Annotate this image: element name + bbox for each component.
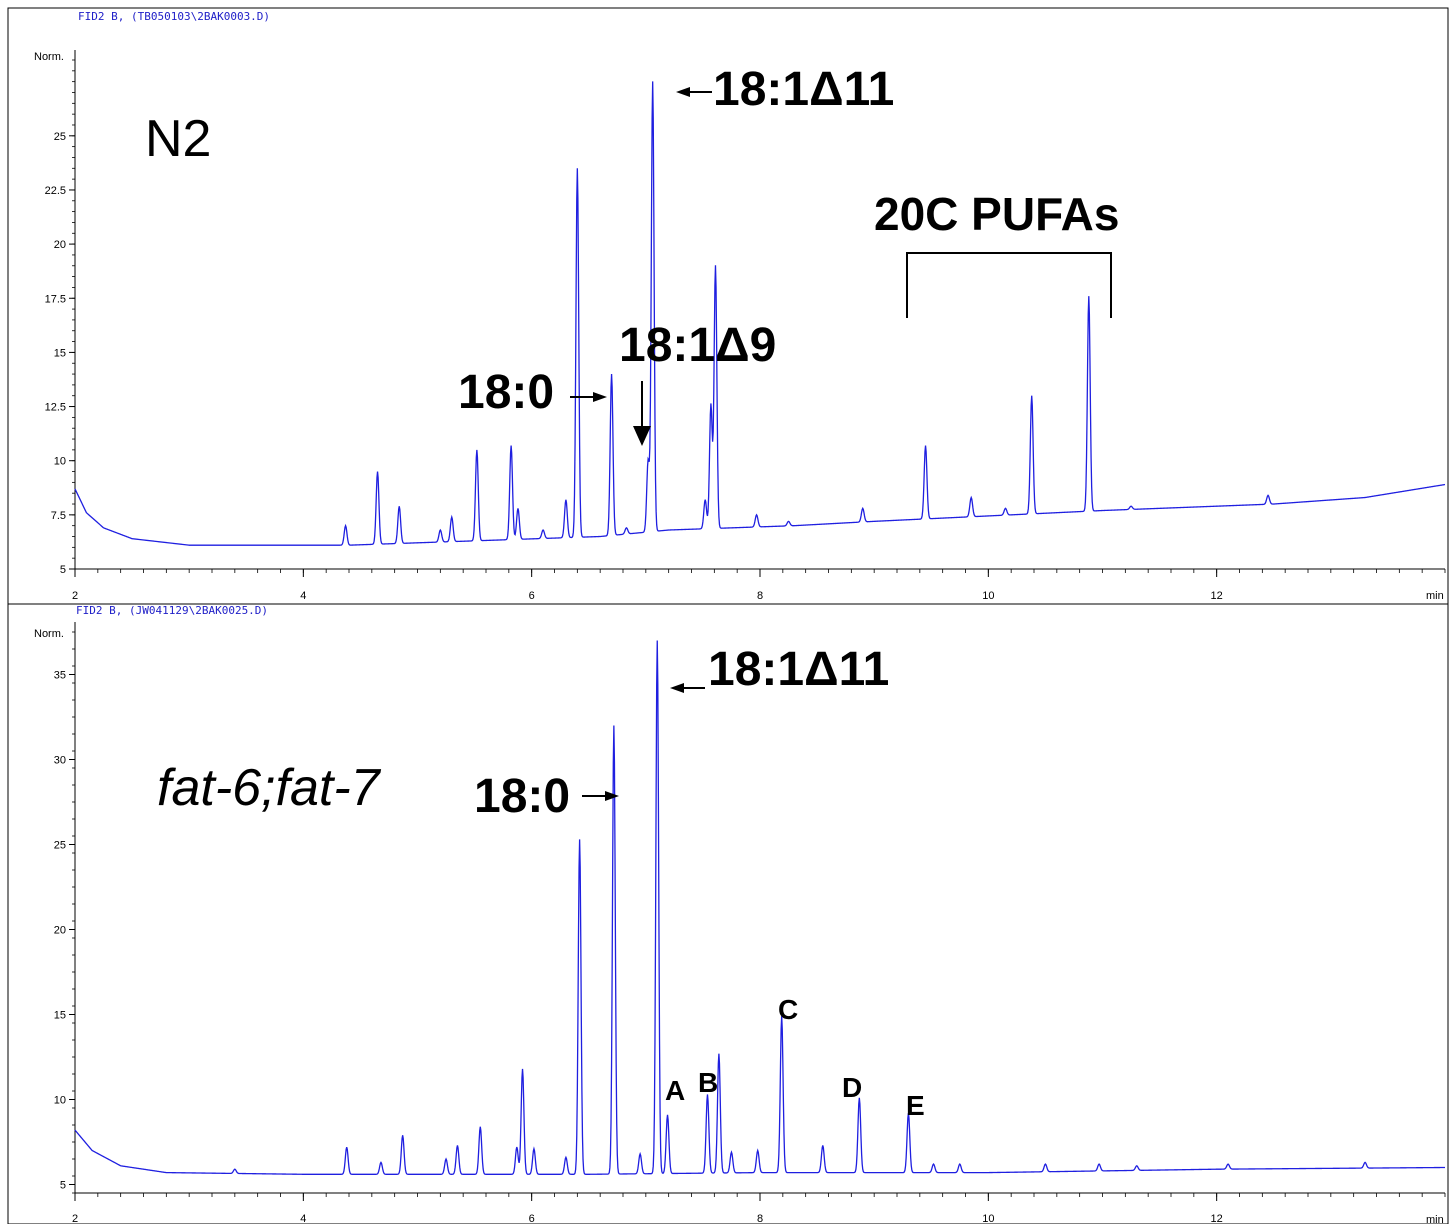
peak-label-a: A [665, 1075, 685, 1106]
x-tick-label: 10 [982, 1213, 994, 1224]
y-axis-label: Norm. [34, 628, 64, 640]
peak-label-18-0: 18:0 [458, 366, 554, 419]
chromatogram-trace [74, 640, 1445, 1175]
x-tick-label: 12 [1211, 1213, 1223, 1224]
axes: 5 10 15 20 25 30 35 2 4 6 8 10 12 [54, 622, 1446, 1224]
x-axis-unit: min [1426, 590, 1444, 602]
y-tick-label: 10 [54, 1095, 66, 1107]
y-tick-label: 10 [54, 456, 66, 468]
y-tick-label: 25 [54, 840, 66, 852]
y-tick-label: 5 [60, 1180, 66, 1192]
arrow-head [670, 683, 684, 693]
x-tick-label: 2 [72, 1213, 78, 1224]
arrow-head [676, 87, 690, 97]
arrow-head [605, 791, 619, 801]
y-tick-label: 12.5 [45, 402, 66, 414]
peak-label-e: E [906, 1090, 925, 1121]
x-tick-label: 4 [300, 590, 306, 602]
peak-label-c: C [778, 994, 798, 1025]
peak-label-18-1-delta9: 18:1Δ9 [619, 319, 776, 372]
panel-header: FID2 B, (TB050103\2BAK0003.D) [78, 10, 270, 23]
peak-label-d: D [842, 1072, 862, 1103]
arrow-head [593, 392, 607, 402]
y-tick-label: 17.5 [45, 293, 66, 305]
y-tick-label: 20 [54, 239, 66, 251]
sample-label: fat-6;fat-7 [157, 759, 382, 817]
axes: 5 7.5 10 12.5 15 17.5 20 22.5 25 2 4 6 8 10 12 [45, 50, 1446, 602]
x-tick-label: 2 [72, 590, 78, 602]
y-tick-label: 5 [60, 564, 66, 576]
y-tick-label: 15 [54, 347, 66, 359]
x-tick-label: 6 [529, 590, 535, 602]
y-tick-label: 7.5 [51, 510, 66, 522]
x-tick-label: 6 [529, 1213, 535, 1224]
chromatogram-trace [74, 81, 1446, 546]
x-tick-label: 8 [757, 1213, 763, 1224]
peak-label-18-0: 18:0 [474, 770, 570, 823]
panel-header: FID2 B, (JW041129\2BAK0025.D) [76, 604, 268, 617]
x-tick-label: 8 [757, 590, 763, 602]
pufa-bracket [906, 252, 1112, 318]
y-tick-label: 35 [54, 670, 66, 682]
y-tick-label: 30 [54, 755, 66, 767]
y-tick-label: 25 [54, 131, 66, 143]
peak-label-18-1-delta11: 18:1Δ11 [713, 63, 894, 116]
chromatogram-panel-n2: FID2 B, (TB050103\2BAK0003.D) Norm. min … [7, 7, 1449, 605]
peak-label-18-1-delta11: 18:1Δ11 [708, 643, 889, 696]
x-axis-unit: min [1426, 1214, 1444, 1224]
chromatogram-panel-fat6-fat7: FID2 B, (JW041129\2BAK0025.D) Norm. min … [7, 603, 1449, 1224]
peak-label-b: B [698, 1067, 718, 1098]
y-tick-label: 20 [54, 925, 66, 937]
arrow-head [633, 426, 651, 446]
y-tick-label: 15 [54, 1010, 66, 1022]
x-tick-label: 10 [982, 590, 994, 602]
sample-label: N2 [145, 110, 211, 168]
panel-frame [7, 603, 1449, 1224]
pufa-group-label: 20C PUFAs [874, 188, 1119, 240]
y-tick-label: 22.5 [45, 185, 66, 197]
x-tick-label: 4 [300, 1213, 306, 1224]
x-tick-label: 12 [1211, 590, 1223, 602]
y-axis-label: Norm. [34, 51, 64, 63]
